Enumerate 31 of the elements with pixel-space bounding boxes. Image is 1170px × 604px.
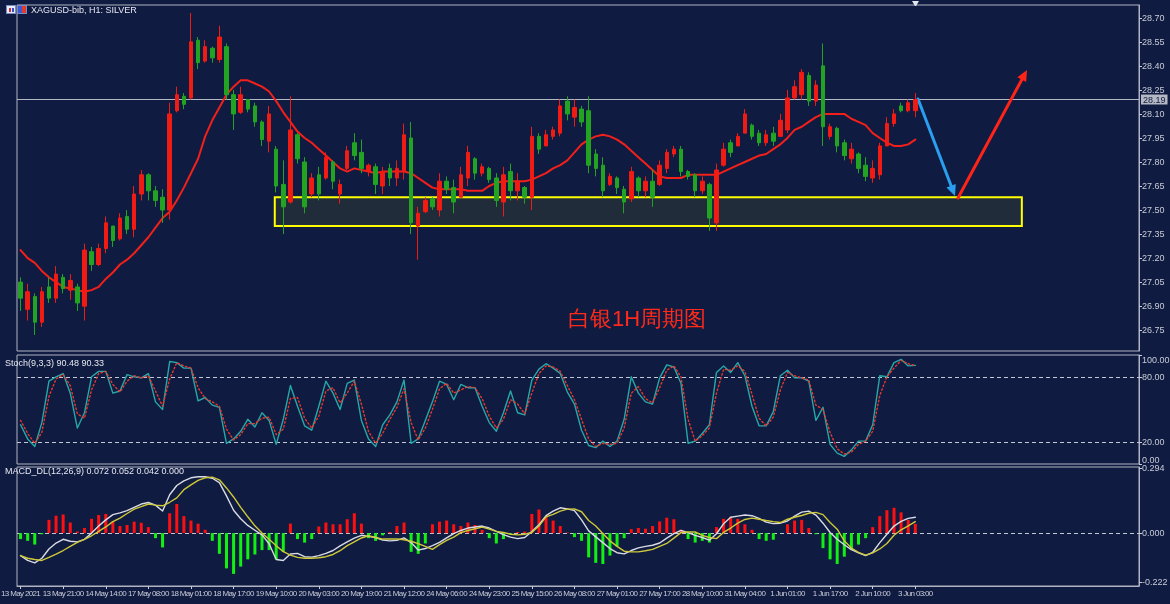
x-tick-label: 24 May 06:00 xyxy=(426,588,469,598)
y-tick-label: 0.294 xyxy=(1142,463,1165,474)
x-tick-label: 27 May 17:00 xyxy=(639,588,682,598)
y-tick-label: 20.00 xyxy=(1142,437,1165,448)
x-tick-label: 17 May 08:00 xyxy=(128,588,170,598)
x-tick-label: 18 May 17:00 xyxy=(213,588,256,598)
x-tick-label: 1 Jun 17:00 xyxy=(812,588,849,598)
x-tick-label: 27 May 01:00 xyxy=(596,588,639,598)
chart-title: Stoch(9,3,3) 90.48 90.33 xyxy=(5,357,105,368)
x-tick-label: 28 May 10:00 xyxy=(681,588,724,598)
x-tick-label: 3 Jun 03:00 xyxy=(897,588,934,598)
x-tick-label: 20 May 03:00 xyxy=(298,588,341,598)
x-tick-label: 13 May 2021 xyxy=(1,588,42,598)
x-tick-label: 19 May 10:00 xyxy=(255,588,298,598)
x-tick-label: 25 May 15:00 xyxy=(511,588,554,598)
chart-title: MACD_DL(12,26,9) 0.072 0.052 0.042 0.000 xyxy=(5,465,185,476)
x-tick-label: 1 Jun 01:00 xyxy=(770,588,807,598)
x-tick-label: 26 May 08:00 xyxy=(554,588,596,598)
x-tick-label: 31 May 04:00 xyxy=(724,588,767,598)
x-tick-label: 13 May 21:00 xyxy=(42,588,85,598)
x-tick-label: 21 May 12:00 xyxy=(383,588,426,598)
y-tick-label: -0.222 xyxy=(1142,577,1168,588)
x-tick-label: 18 May 01:00 xyxy=(170,588,213,598)
x-tick-label: 24 May 23:00 xyxy=(468,588,511,598)
y-tick-label: 0.000 xyxy=(1142,528,1165,539)
y-tick-label: 0.00 xyxy=(1142,454,1160,465)
x-tick-label: 2 Jun 10:00 xyxy=(855,588,892,598)
y-tick-label: 100.00 xyxy=(1142,354,1170,365)
x-tick-label: 20 May 19:00 xyxy=(341,588,383,598)
x-tick-label: 14 May 14:00 xyxy=(85,588,128,598)
y-tick-label: 80.00 xyxy=(1142,371,1165,382)
